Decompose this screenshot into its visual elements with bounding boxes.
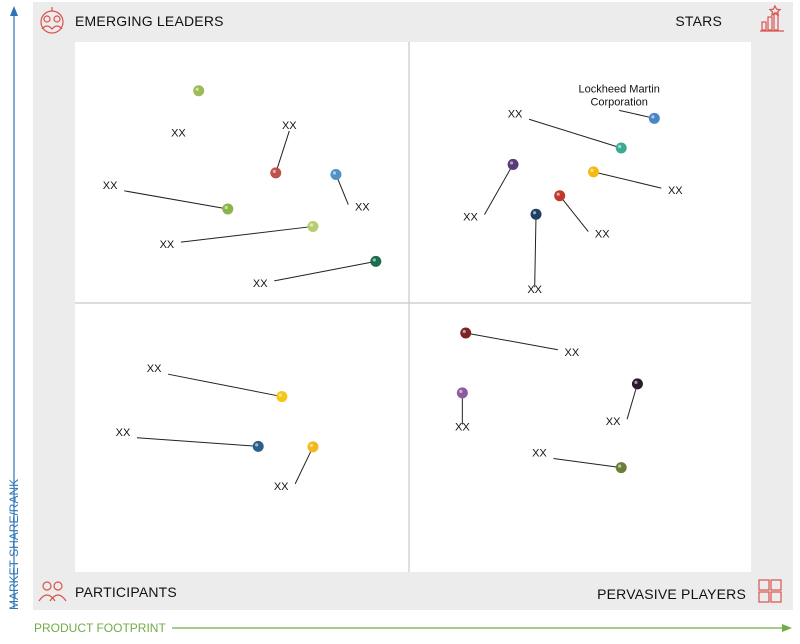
leader-line	[626, 383, 638, 420]
data-point-marker[interactable]	[530, 208, 542, 220]
stars-icon	[760, 4, 784, 32]
data-point-label: Lockheed Martin Corporation	[579, 83, 660, 108]
data-point-marker[interactable]	[370, 255, 382, 267]
data-point-marker[interactable]	[587, 166, 599, 178]
leader-line	[167, 373, 282, 398]
leader-line	[534, 214, 537, 288]
data-point-label: XX	[606, 416, 621, 428]
leader-line	[484, 164, 514, 215]
quadrant-label-bottom-left: PARTICIPANTS	[75, 584, 177, 600]
leader-line	[275, 130, 290, 174]
x-axis-label: PRODUCT FOOTPRINT	[34, 621, 166, 635]
leader-line	[553, 457, 622, 469]
data-point-label: XX	[527, 284, 542, 296]
data-point-highlight	[332, 171, 337, 175]
data-point-marker[interactable]	[307, 220, 319, 232]
data-point-highlight	[590, 168, 594, 172]
x-axis-arrowhead	[782, 624, 792, 632]
data-point-marker[interactable]	[507, 158, 519, 170]
data-point-label: XX	[668, 185, 683, 197]
data-point-highlight	[255, 443, 259, 447]
leader-line	[593, 171, 662, 189]
data-point-highlight	[224, 205, 228, 210]
data-point-label: XX	[565, 347, 580, 359]
points-layer: XX XX XX XX XX XX Lockheed Martin Corporation XX…	[103, 83, 683, 493]
quadrant-label-bottom-right: PERVASIVE PLAYERS	[597, 586, 746, 602]
data-point-label: XX	[253, 278, 268, 290]
leader-line	[619, 109, 655, 119]
data-point-label: XX	[116, 427, 131, 439]
leader-line	[124, 190, 228, 210]
data-point-label: XX	[274, 481, 289, 493]
data-point-marker[interactable]	[615, 462, 627, 474]
leader-line	[294, 446, 314, 485]
data-point-marker[interactable]	[222, 203, 234, 215]
quadrant-label-top-left: EMERGING LEADERS	[75, 13, 224, 29]
data-point-highlight	[634, 380, 638, 384]
data-point-marker[interactable]	[330, 169, 342, 180]
data-point-highlight	[372, 258, 376, 262]
data-point-highlight	[556, 192, 560, 196]
y-axis-label: MARKET SHARE/RANK	[7, 479, 21, 610]
leader-line	[528, 118, 622, 149]
data-point-highlight	[651, 115, 655, 119]
y-axis-arrowhead	[10, 6, 18, 16]
quadrant-label-top-right: STARS	[675, 13, 722, 29]
data-point-marker[interactable]	[554, 190, 566, 202]
leader-line	[559, 195, 589, 232]
data-point-highlight	[462, 329, 466, 334]
data-point-label: XX	[463, 212, 478, 224]
data-point-label: XX	[171, 127, 186, 139]
data-point-marker[interactable]	[460, 327, 472, 339]
data-point-label: XX	[160, 239, 175, 251]
data-point-label: XX	[147, 363, 162, 375]
leader-line	[180, 225, 314, 243]
data-point-highlight	[618, 144, 622, 149]
leader-line	[465, 332, 558, 351]
data-point-highlight	[278, 393, 282, 397]
data-point-marker[interactable]	[252, 440, 264, 452]
data-point-label: XX	[455, 421, 470, 433]
data-point-marker[interactable]	[193, 85, 205, 97]
data-point-label: XX	[282, 120, 297, 132]
data-point-marker[interactable]	[631, 378, 643, 390]
data-point-label: XX	[595, 229, 610, 241]
data-point-highlight	[309, 223, 314, 227]
data-point-highlight	[272, 169, 276, 174]
leader-line	[136, 437, 259, 447]
data-point-highlight	[509, 161, 514, 165]
leader-line	[274, 260, 376, 282]
emerging-leaders-icon	[40, 7, 64, 34]
data-point-highlight	[459, 389, 463, 393]
plot-area	[75, 42, 751, 572]
data-point-highlight	[195, 87, 199, 91]
data-point-highlight	[309, 443, 314, 448]
pervasive-players-icon	[758, 579, 782, 603]
data-point-highlight	[618, 464, 622, 468]
data-point-marker[interactable]	[276, 391, 288, 403]
participants-icon	[38, 581, 67, 602]
data-point-marker[interactable]	[615, 142, 627, 154]
data-point-marker[interactable]	[307, 441, 319, 453]
data-point-label: XX	[508, 108, 523, 120]
data-point-marker[interactable]	[648, 112, 660, 124]
data-point-label: XX	[532, 447, 547, 459]
data-point-label: XX	[355, 202, 370, 214]
data-point-marker[interactable]	[270, 167, 282, 179]
data-point-marker[interactable]	[456, 387, 468, 399]
data-point-highlight	[532, 211, 537, 215]
data-point-label: XX	[103, 180, 118, 192]
